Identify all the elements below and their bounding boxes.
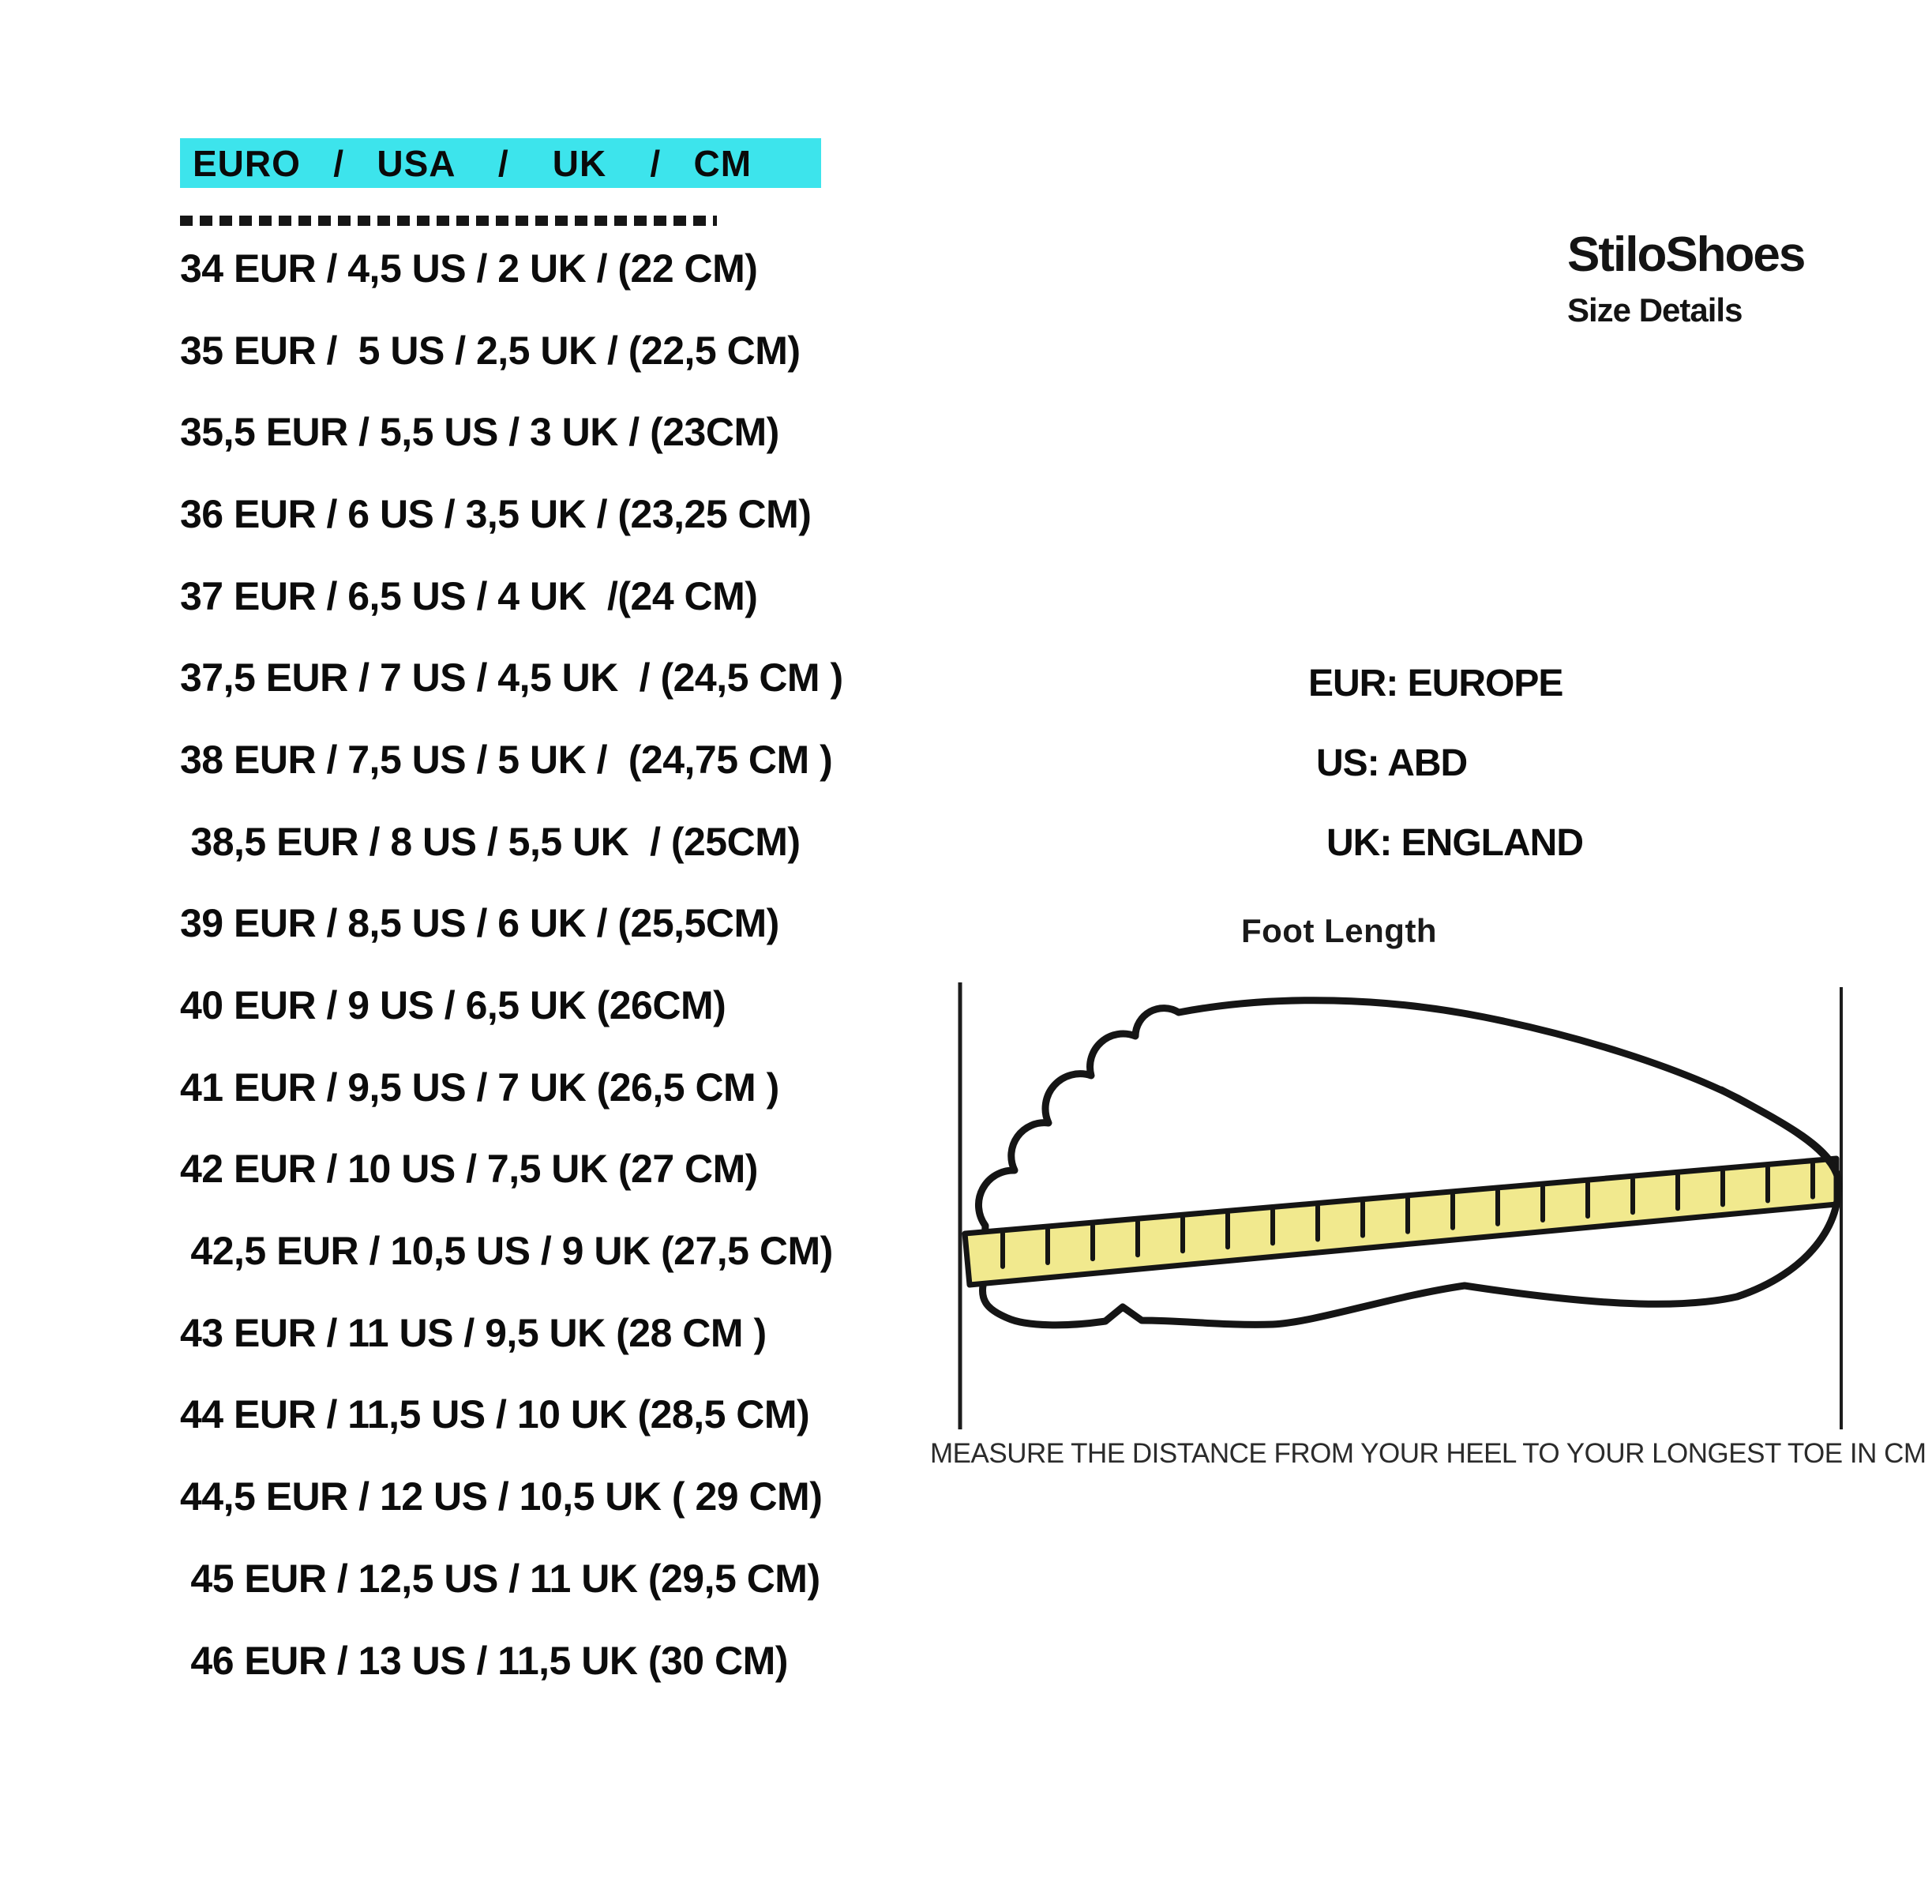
foot-measurement-diagram [958, 982, 1843, 1429]
heel-outline-overlay [1717, 1086, 1843, 1301]
size-row: 43 EUR / 11 US / 9,5 UK (28 CM ) [180, 1310, 767, 1355]
size-row: 37,5 EUR / 7 US / 4,5 UK / (24,5 CM ) [180, 655, 843, 700]
size-row: 42,5 EUR / 10,5 US / 9 UK (27,5 CM) [180, 1229, 833, 1274]
legend-item-eur: EUR: EUROPE [1308, 663, 1563, 704]
column-header-bar: EURO / USA / UK / CM [180, 138, 821, 188]
size-row: 45 EUR / 12,5 US / 11 UK (29,5 CM) [180, 1556, 820, 1601]
size-row: 44,5 EUR / 12 US / 10,5 UK ( 29 CM) [180, 1474, 823, 1519]
brand-name: StiloShoes [1567, 227, 1806, 282]
foot-outline [974, 997, 1843, 1329]
size-row: 38,5 EUR / 8 US / 5,5 UK / (25CM) [180, 819, 801, 864]
size-row: 44 EUR / 11,5 US / 10 UK (28,5 CM) [180, 1392, 810, 1437]
foot-length-label: Foot Length [1241, 912, 1438, 949]
size-row: 40 EUR / 9 US / 6,5 UK (26CM) [180, 983, 726, 1028]
legend-item-us: US: ABD [1316, 742, 1468, 784]
size-list: 34 EUR / 4,5 US / 2 UK / (22 CM) 35 EUR /… [180, 227, 1049, 1701]
size-row: 36 EUR / 6 US / 3,5 UK / (23,25 CM) [180, 491, 812, 536]
size-row: 35 EUR / 5 US / 2,5 UK / (22,5 CM) [180, 328, 801, 373]
dashed-divider [180, 216, 717, 226]
size-row: 46 EUR / 13 US / 11,5 UK (30 CM) [180, 1638, 788, 1683]
size-row: 35,5 EUR / 5,5 US / 3 UK / (23CM) [180, 410, 779, 455]
column-header-text: EURO / USA / UK / CM [193, 142, 752, 184]
size-row: 38 EUR / 7,5 US / 5 UK / (24,75 CM ) [180, 737, 833, 782]
size-row: 37 EUR / 6,5 US / 4 UK /(24 CM) [180, 573, 758, 618]
legend-item-uk: UK: ENGLAND [1326, 822, 1584, 864]
brand-subtitle: Size Details [1567, 291, 1743, 329]
size-row: 41 EUR / 9,5 US / 7 UK (26,5 CM ) [180, 1065, 779, 1110]
size-row: 42 EUR / 10 US / 7,5 UK (27 CM) [180, 1147, 758, 1192]
size-row: 39 EUR / 8,5 US / 6 UK / (25,5CM) [180, 901, 779, 946]
ruler-ticks [1000, 1161, 1815, 1269]
measurement-caption: MEASURE THE DISTANCE FROM YOUR HEEL TO Y… [930, 1438, 1926, 1469]
size-row: 34 EUR / 4,5 US / 2 UK / (22 CM) [180, 246, 758, 291]
